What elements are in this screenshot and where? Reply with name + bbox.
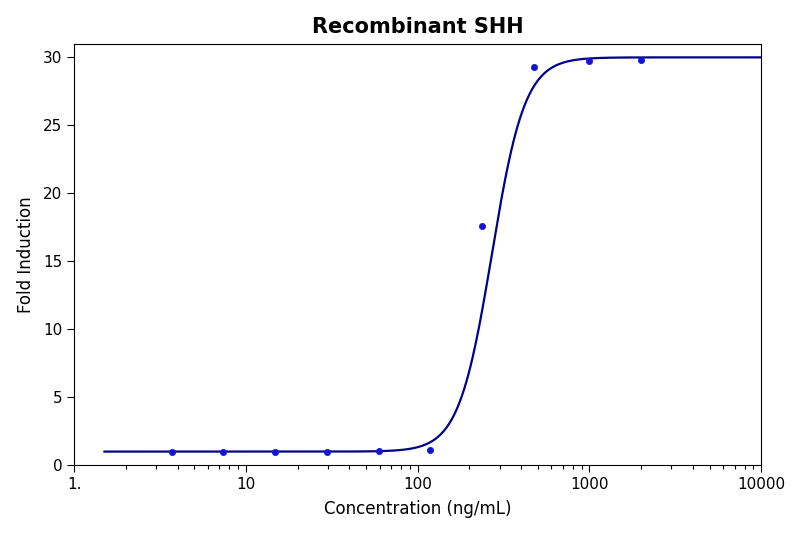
Title: Recombinant SHH: Recombinant SHH <box>312 17 524 37</box>
X-axis label: Concentration (ng/mL): Concentration (ng/mL) <box>324 500 512 518</box>
Y-axis label: Fold Induction: Fold Induction <box>17 196 34 313</box>
